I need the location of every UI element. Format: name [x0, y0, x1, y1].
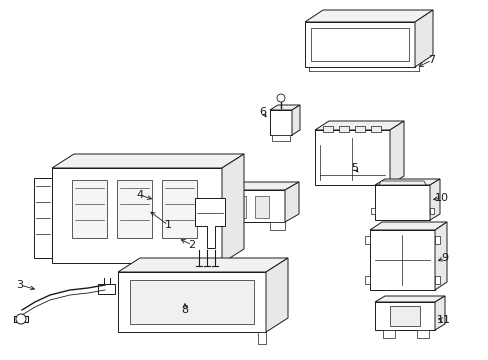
Polygon shape [314, 121, 403, 130]
Polygon shape [305, 22, 414, 67]
Polygon shape [374, 185, 429, 220]
Polygon shape [434, 276, 439, 284]
Text: 11: 11 [436, 315, 450, 325]
Polygon shape [291, 105, 299, 135]
Polygon shape [369, 230, 434, 290]
Polygon shape [323, 126, 332, 132]
Text: 6: 6 [259, 107, 266, 117]
Polygon shape [370, 208, 374, 214]
Polygon shape [369, 222, 446, 230]
Polygon shape [254, 196, 268, 218]
Polygon shape [163, 196, 177, 218]
Polygon shape [155, 190, 285, 222]
Polygon shape [14, 316, 28, 322]
Text: 2: 2 [188, 240, 195, 250]
Text: 7: 7 [427, 55, 435, 65]
Polygon shape [208, 196, 223, 218]
Polygon shape [269, 222, 285, 230]
Polygon shape [195, 198, 224, 248]
Polygon shape [117, 180, 152, 238]
Polygon shape [389, 306, 419, 326]
Polygon shape [271, 135, 289, 141]
Polygon shape [389, 121, 403, 185]
Polygon shape [314, 130, 389, 185]
Polygon shape [118, 272, 265, 332]
Text: 9: 9 [441, 253, 447, 263]
Polygon shape [364, 236, 369, 244]
Polygon shape [118, 258, 287, 272]
Polygon shape [130, 280, 253, 324]
Polygon shape [354, 126, 364, 132]
Polygon shape [364, 276, 369, 284]
Polygon shape [370, 126, 380, 132]
Polygon shape [185, 196, 200, 218]
Polygon shape [429, 179, 439, 220]
Polygon shape [434, 236, 439, 244]
Polygon shape [34, 178, 52, 258]
Text: 10: 10 [434, 193, 448, 203]
Polygon shape [285, 182, 298, 222]
Circle shape [16, 314, 26, 324]
Polygon shape [434, 296, 444, 330]
Text: 1: 1 [164, 220, 171, 230]
Polygon shape [374, 296, 444, 302]
Polygon shape [98, 284, 115, 294]
Polygon shape [269, 105, 299, 110]
Polygon shape [269, 110, 291, 135]
Polygon shape [222, 154, 244, 263]
Text: 3: 3 [17, 280, 23, 290]
Polygon shape [382, 330, 394, 338]
Circle shape [276, 94, 285, 102]
Polygon shape [378, 181, 425, 185]
Polygon shape [338, 126, 348, 132]
Text: 4: 4 [136, 190, 143, 200]
Polygon shape [52, 168, 222, 263]
Polygon shape [416, 330, 428, 338]
Polygon shape [155, 182, 298, 190]
Polygon shape [52, 154, 244, 168]
Polygon shape [265, 258, 287, 332]
Text: 5: 5 [351, 163, 358, 173]
Polygon shape [374, 302, 434, 330]
Polygon shape [162, 180, 197, 238]
Text: 8: 8 [181, 305, 188, 315]
Polygon shape [374, 179, 439, 185]
Polygon shape [258, 332, 265, 344]
Polygon shape [72, 180, 107, 238]
Polygon shape [429, 208, 433, 214]
Polygon shape [414, 10, 432, 67]
Polygon shape [305, 10, 432, 22]
Polygon shape [434, 222, 446, 290]
Polygon shape [231, 196, 245, 218]
